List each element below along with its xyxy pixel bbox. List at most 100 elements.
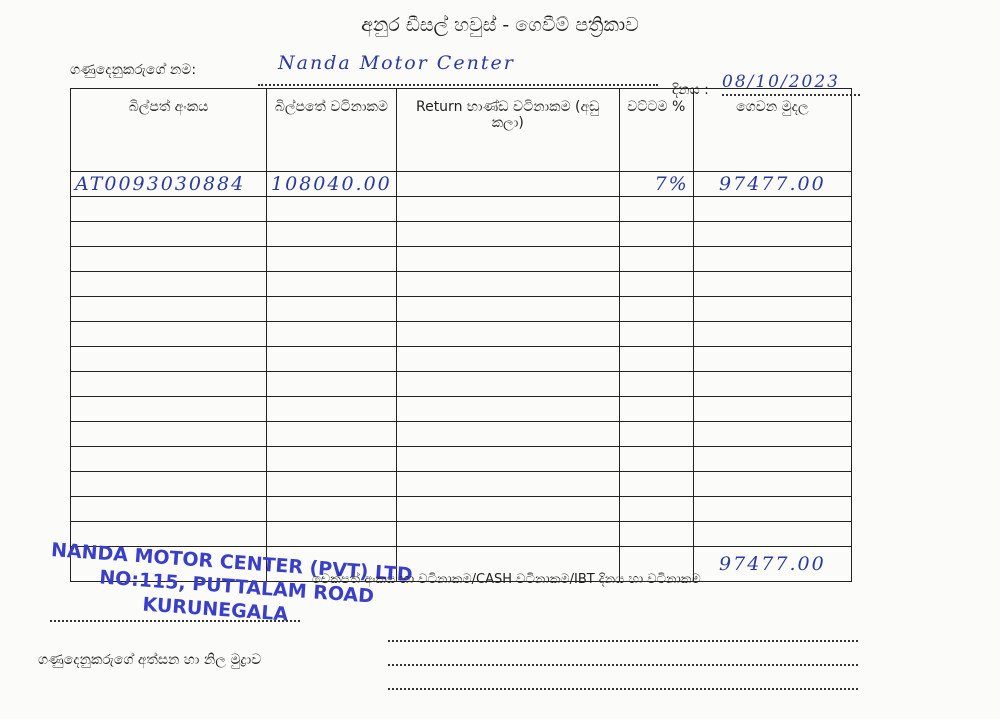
empty-cell[interactable] xyxy=(395,271,620,297)
empty-cell[interactable] xyxy=(692,346,853,372)
empty-cell[interactable] xyxy=(692,396,853,422)
empty-cell[interactable] xyxy=(618,221,694,247)
cheque-line-3[interactable] xyxy=(388,688,858,690)
empty-cell[interactable] xyxy=(395,221,620,247)
empty-cell[interactable] xyxy=(692,271,853,297)
empty-cell[interactable] xyxy=(395,196,620,222)
table-row xyxy=(70,296,853,322)
empty-cell[interactable] xyxy=(618,196,694,222)
header-bill-value: බිල්පතේ වටිනාකම xyxy=(266,88,397,172)
empty-cell[interactable] xyxy=(618,296,694,322)
signature-line[interactable] xyxy=(50,620,300,622)
empty-cell[interactable] xyxy=(266,271,397,297)
empty-cell[interactable] xyxy=(266,196,397,222)
empty-cell[interactable] xyxy=(618,246,694,272)
empty-cell[interactable] xyxy=(692,321,853,347)
empty-cell[interactable] xyxy=(692,496,853,522)
empty-cell[interactable] xyxy=(692,221,853,247)
empty-cell[interactable] xyxy=(70,396,267,422)
empty-cell[interactable] xyxy=(266,321,397,347)
empty-cell[interactable] xyxy=(618,421,694,447)
empty-cell[interactable] xyxy=(266,371,397,397)
empty-cell[interactable] xyxy=(618,546,694,582)
empty-cell[interactable] xyxy=(70,321,267,347)
table-row xyxy=(70,396,853,422)
empty-cell[interactable] xyxy=(266,446,397,472)
empty-cell[interactable] xyxy=(266,346,397,372)
bill-value-cell[interactable]: 108040.00 xyxy=(266,171,397,197)
empty-cell[interactable] xyxy=(618,496,694,522)
cheque-line-2[interactable] xyxy=(388,664,858,666)
empty-cell[interactable] xyxy=(692,196,853,222)
payee-field[interactable]: Nanda Motor Center xyxy=(258,52,658,86)
header-return-value: Return භාණ්ඩ වටිනාකම (අඩු කලා) xyxy=(395,88,620,172)
empty-cell[interactable] xyxy=(266,221,397,247)
table-row xyxy=(70,271,853,297)
table-row xyxy=(70,371,853,397)
empty-cell[interactable] xyxy=(70,196,267,222)
cheque-line-1[interactable] xyxy=(388,640,858,642)
empty-cell[interactable] xyxy=(70,496,267,522)
return-value-cell[interactable] xyxy=(395,171,620,197)
empty-cell[interactable] xyxy=(266,521,397,547)
empty-cell[interactable] xyxy=(692,246,853,272)
empty-cell[interactable] xyxy=(618,446,694,472)
empty-cell[interactable] xyxy=(395,546,620,582)
empty-cell[interactable] xyxy=(618,271,694,297)
empty-cell[interactable] xyxy=(692,421,853,447)
empty-cell[interactable] xyxy=(692,371,853,397)
empty-cell[interactable] xyxy=(692,446,853,472)
empty-cell[interactable] xyxy=(266,496,397,522)
empty-cell[interactable] xyxy=(395,421,620,447)
header-bill-number: බිල්පත් අංකය xyxy=(70,88,267,172)
empty-cell[interactable] xyxy=(395,321,620,347)
empty-cell[interactable] xyxy=(70,346,267,372)
empty-cell[interactable] xyxy=(618,371,694,397)
empty-cell[interactable] xyxy=(395,446,620,472)
empty-cell[interactable] xyxy=(70,421,267,447)
empty-cell[interactable] xyxy=(692,471,853,497)
table-row xyxy=(70,471,853,497)
empty-cell[interactable] xyxy=(395,496,620,522)
empty-cell[interactable] xyxy=(266,246,397,272)
total-amount: 97477.00 xyxy=(692,546,853,582)
empty-cell[interactable] xyxy=(70,246,267,272)
empty-cell[interactable] xyxy=(395,396,620,422)
bill-number-cell[interactable]: AT0093030884 xyxy=(70,171,267,197)
table-row xyxy=(70,521,853,547)
empty-cell[interactable] xyxy=(70,371,267,397)
empty-cell[interactable] xyxy=(70,271,267,297)
empty-cell[interactable] xyxy=(618,471,694,497)
payment-amount-cell[interactable]: 97477.00 xyxy=(692,171,853,197)
empty-cell[interactable] xyxy=(70,296,267,322)
empty-cell[interactable] xyxy=(618,521,694,547)
header-discount: වට්ටම % xyxy=(618,88,694,172)
empty-cell[interactable] xyxy=(692,296,853,322)
empty-cell[interactable] xyxy=(395,371,620,397)
empty-cell[interactable] xyxy=(70,446,267,472)
table-row xyxy=(70,196,853,222)
empty-cell[interactable] xyxy=(266,296,397,322)
empty-cell[interactable] xyxy=(395,246,620,272)
empty-cell[interactable] xyxy=(618,346,694,372)
empty-cell[interactable] xyxy=(395,346,620,372)
empty-cell[interactable] xyxy=(395,471,620,497)
empty-cell[interactable] xyxy=(618,396,694,422)
header-payment-amount: ගෙවන මුදල xyxy=(692,88,853,172)
table-row xyxy=(70,346,853,372)
empty-cell[interactable] xyxy=(692,521,853,547)
empty-cell[interactable] xyxy=(266,396,397,422)
cheque-label: චෙක්පත් අංකය හා වටිනාකම/CASH වටිනාකම/IBT… xyxy=(312,572,701,587)
empty-cell[interactable] xyxy=(266,546,397,582)
empty-cell[interactable] xyxy=(70,471,267,497)
payee-label: ගණුදෙනුකරුගේ නම: xyxy=(70,62,197,78)
empty-cell[interactable] xyxy=(70,546,267,582)
discount-cell[interactable]: 7% xyxy=(618,171,694,197)
empty-cell[interactable] xyxy=(618,321,694,347)
empty-cell[interactable] xyxy=(395,296,620,322)
empty-cell[interactable] xyxy=(395,521,620,547)
empty-cell[interactable] xyxy=(70,221,267,247)
empty-cell[interactable] xyxy=(266,471,397,497)
date-value: 08/10/2023 xyxy=(722,72,840,92)
empty-cell[interactable] xyxy=(266,421,397,447)
